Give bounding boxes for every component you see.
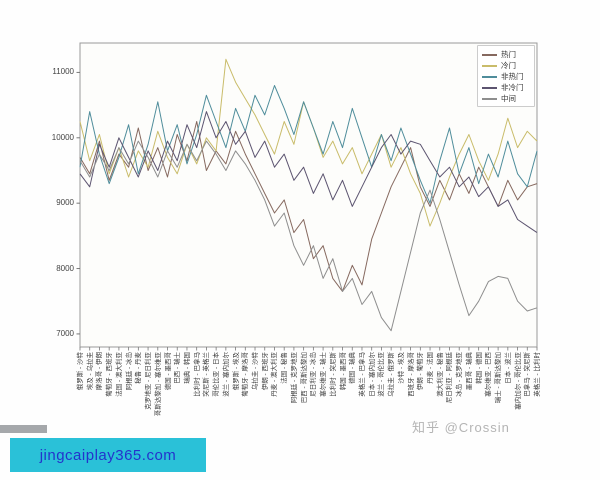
x-tick-label: 英格兰 - 比利时 (534, 352, 541, 397)
legend-label: 中间 (501, 94, 516, 103)
legend-label: 非冷门 (501, 83, 524, 92)
legend-item-0: 热门 (482, 49, 530, 60)
x-tick-label: 哥斯达黎加 - 塞尔维亚 (154, 352, 162, 417)
x-tick-label: 塞内加尔 - 哥伦比亚 (514, 352, 522, 410)
legend-line-swatch (482, 97, 497, 100)
x-tick-label: 瑞典 - 韩国 (183, 352, 191, 384)
series-line-4 (79, 140, 538, 332)
x-tick-label: 阿根廷 - 冰岛 (125, 352, 133, 391)
x-tick-label: 哥伦比亚 - 日本 (213, 352, 221, 397)
x-tick-label: 波兰 - 塞内加尔 (222, 352, 230, 397)
series-line-2 (79, 85, 538, 204)
legend-label: 非热门 (501, 72, 524, 81)
legend-label: 热门 (501, 50, 516, 59)
x-tick-label: 阿根廷 - 克罗地亚 (290, 352, 298, 404)
legend-line-swatch (482, 75, 497, 78)
y-tick-label: 11000 (52, 67, 74, 77)
x-tick-label: 德国 - 瑞典 (349, 352, 357, 384)
x-tick-label: 巴拿马 - 突尼斯 (524, 352, 532, 397)
x-tick-label: 比利时 - 突尼斯 (329, 352, 337, 397)
series-line-3 (79, 111, 538, 234)
x-tick-label: 突尼斯 - 英格兰 (203, 352, 211, 397)
x-tick-label: 法国 - 澳大利亚 (115, 352, 123, 397)
page-edge-strip (0, 425, 47, 433)
x-tick-label: 沙特 - 埃及 (397, 352, 405, 384)
x-tick-label: 葡萄牙 - 西班牙 (106, 352, 114, 397)
x-tick-label: 巴西 - 瑞士 (174, 352, 182, 384)
legend-line-swatch (482, 86, 497, 89)
y-tick-label: 8000 (56, 263, 74, 273)
x-tick-label: 韩国 - 墨西哥 (339, 352, 347, 391)
plot-frame (79, 42, 538, 348)
x-tick-label: 巴西 - 哥斯达黎加 (300, 352, 308, 404)
x-tick-label: 俄罗斯 - 沙特 (77, 352, 84, 391)
x-tick-label: 摩洛哥 - 伊朗 (96, 352, 104, 391)
x-tick-label: 波兰 - 哥伦比亚 (378, 352, 386, 397)
x-tick-label: 葡萄牙 - 摩洛哥 (242, 352, 250, 397)
legend-item-2: 非热门 (482, 71, 530, 82)
y-tick-label: 9000 (56, 198, 74, 208)
x-tick-label: 塞尔维亚 - 瑞士 (320, 352, 328, 397)
legend-label: 冷门 (501, 61, 516, 70)
x-tick-label: 秘鲁 - 丹麦 (135, 352, 143, 384)
legend: 热门冷门非热门非冷门中间 (477, 45, 535, 107)
x-tick-label: 丹麦 - 澳大利亚 (271, 352, 279, 397)
x-tick-label: 克罗地亚 - 尼日利亚 (145, 352, 153, 410)
y-tick-label: 10000 (51, 132, 74, 142)
x-tick-label: 德国 - 墨西哥 (164, 352, 172, 391)
x-tick-label: 尼日利亚 - 冰岛 (310, 352, 318, 397)
x-tick-label: 英格兰 - 巴拿马 (358, 352, 366, 397)
legend-item-3: 非冷门 (482, 82, 530, 93)
watermark-site-banner: jingcaiplay365.com (10, 438, 206, 472)
x-tick-label: 日本 - 塞内加尔 (368, 352, 376, 397)
legend-line-swatch (482, 53, 497, 56)
x-tick-label: 埃及 - 乌拉圭 (86, 352, 94, 391)
legend-item-4: 中间 (482, 93, 530, 104)
legend-line-swatch (482, 64, 497, 67)
legend-item-1: 冷门 (482, 60, 530, 71)
x-tick-label: 乌拉圭 - 沙特 (252, 352, 260, 391)
x-tick-label: 俄罗斯 - 埃及 (232, 352, 240, 391)
x-tick-label: 伊朗 - 西班牙 (261, 352, 269, 391)
x-tick-label: 比利时 - 巴拿马 (193, 352, 201, 397)
watermark-zhihu: 知乎 @Crossin (412, 420, 510, 435)
watermark-site-text: jingcaiplay365.com (39, 446, 177, 464)
y-tick-label: 7000 (56, 328, 74, 338)
series-line-0 (79, 121, 538, 292)
x-tick-label: 法国 - 秘鲁 (281, 352, 289, 384)
x-tick-label: 乌拉圭 - 俄罗斯 (388, 352, 396, 397)
